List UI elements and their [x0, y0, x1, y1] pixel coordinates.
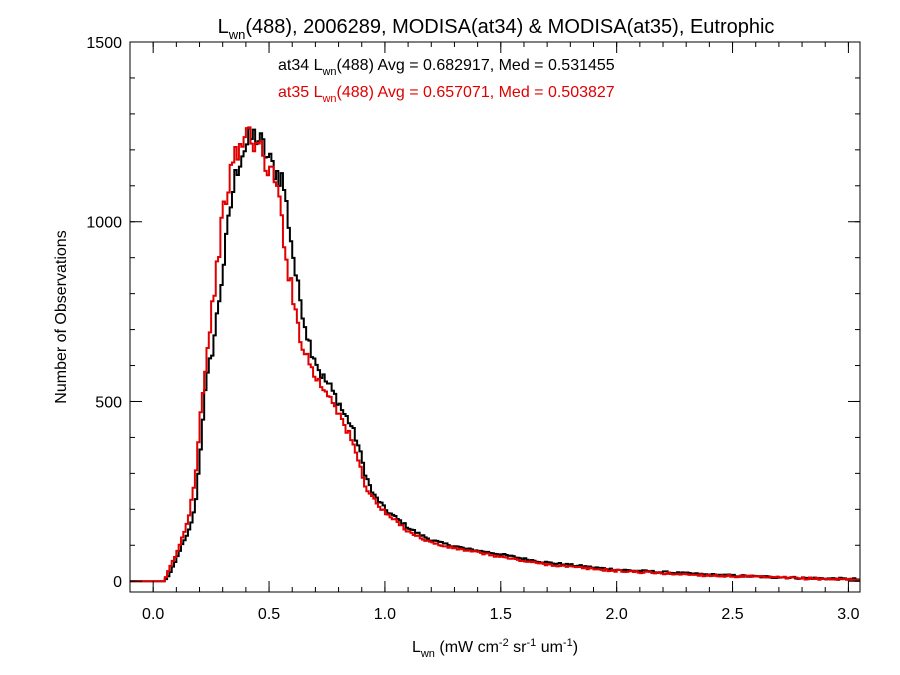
y-tick-label: 1500: [86, 35, 122, 52]
x-tick-label: 0.5: [258, 606, 280, 623]
series-layer: [130, 126, 860, 583]
y-tick-label: 500: [95, 394, 122, 411]
chart-title: Lwn(488), 2006289, MODISA(at34) & MODISA…: [218, 16, 775, 42]
y-tick-label: 0: [113, 574, 122, 591]
x-tick-label: 1.0: [374, 606, 396, 623]
x-tick-label: 0.0: [142, 606, 164, 623]
x-tick-label: 2.5: [721, 606, 743, 623]
series-line-at34: [130, 127, 860, 583]
y-axis-label: Number of Observations: [53, 230, 70, 403]
annotation-at35: at35 Lwn(488) Avg = 0.657071, Med = 0.50…: [278, 84, 615, 105]
x-tick-label: 2.0: [606, 606, 628, 623]
plot-frame: [129, 41, 861, 593]
x-axis: 0.0 0.5 1.0 1.5 2.0 2.5 3.0: [142, 42, 860, 623]
y-tick-label: 1000: [86, 215, 122, 232]
annotation-at34: at34 Lwn(488) Avg = 0.682917, Med = 0.53…: [278, 57, 615, 78]
series-line-at35: [130, 126, 860, 583]
x-tick-label: 1.5: [490, 606, 512, 623]
x-tick-label: 3.0: [837, 606, 859, 623]
y-axis: 0 500 1000 1500: [86, 35, 860, 591]
x-axis-label: Lwn (mW cm-2 sr-1 um-1): [412, 637, 578, 660]
